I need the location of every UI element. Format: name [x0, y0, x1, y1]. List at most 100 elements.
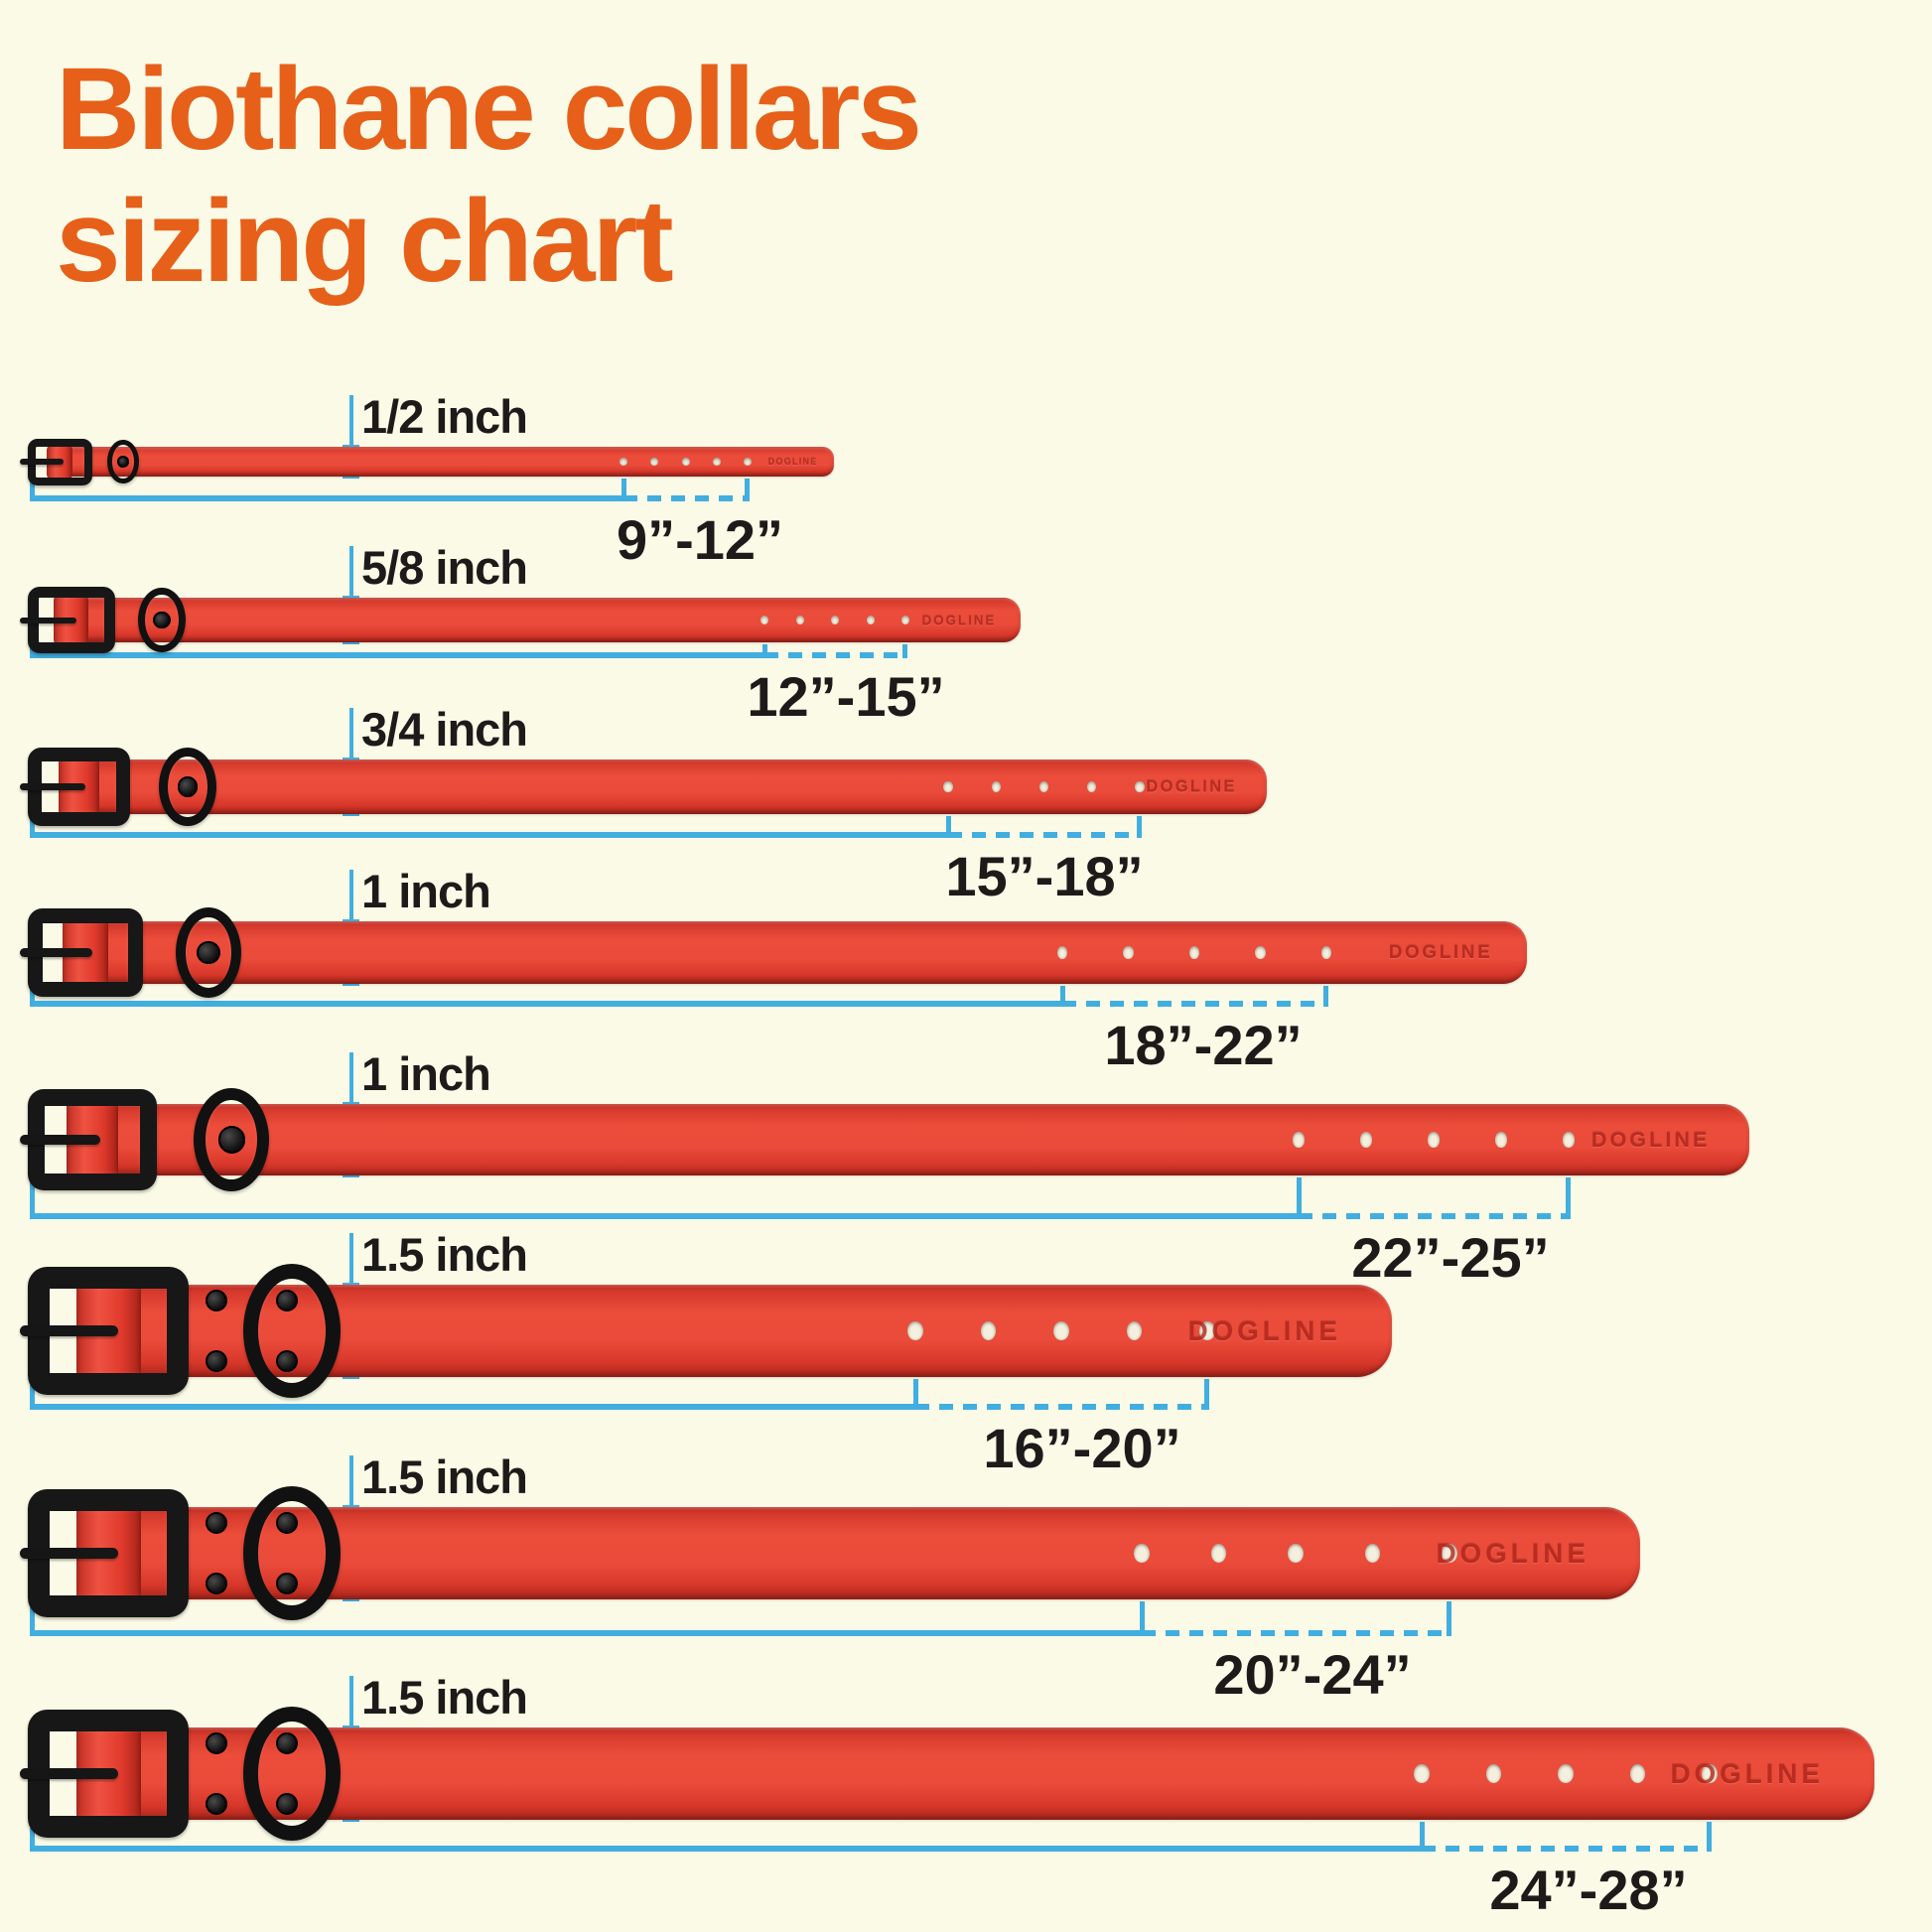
brand-embossing: DOGLINE: [1187, 1314, 1341, 1346]
brand-embossing: DOGLINE: [1146, 777, 1237, 795]
adjustment-hole: [1320, 945, 1332, 960]
collar-width-label: 1 inch: [361, 865, 491, 917]
collar-strap: [75, 921, 1527, 984]
brand-embossing: DOGLINE: [1670, 1757, 1824, 1789]
measure-last-hole-tick: [1204, 1379, 1209, 1410]
adjustment-hole: [1056, 945, 1068, 960]
collar-strap: [55, 447, 834, 477]
adjustment-hole: [943, 780, 953, 793]
measure-left-tick: [30, 1606, 35, 1636]
collar-width-label: 1.5 inch: [361, 1228, 528, 1281]
length-line-dashed: [1299, 1213, 1569, 1219]
adjustment-hole: [1288, 1543, 1304, 1564]
rivet: [275, 1573, 298, 1595]
length-line-solid: [30, 1404, 915, 1410]
collar-strap: [70, 759, 1267, 814]
collar-strap: [95, 1507, 1640, 1599]
width-dimension-tick-bottom: [343, 1818, 359, 1822]
adjustment-hole: [795, 615, 804, 625]
measure-left-tick: [30, 475, 35, 501]
adjustment-hole: [1210, 1543, 1227, 1564]
brand-embossing: DOGLINE: [1436, 1537, 1589, 1569]
adjustment-hole: [1053, 1320, 1069, 1341]
buckle-prong: [20, 617, 77, 623]
adjustment-hole: [901, 615, 909, 625]
adjustment-hole: [744, 458, 752, 466]
adjustment-hole: [1629, 1763, 1646, 1784]
measure-last-hole-tick: [745, 479, 750, 501]
rivet: [196, 940, 220, 965]
adjustment-hole: [1485, 1763, 1502, 1784]
length-line-solid: [30, 1001, 1062, 1007]
width-dimension-line: [349, 546, 353, 642]
brand-embossing: DOGLINE: [767, 457, 818, 467]
width-dimension-tick-bottom: [343, 1173, 359, 1177]
size-range-label: 16”-20”: [983, 1417, 1181, 1479]
adjustment-hole: [1038, 780, 1049, 793]
buckle-frame: [28, 1089, 157, 1190]
measure-last-hole-tick: [1447, 1601, 1451, 1636]
measure-first-hole-tick: [1297, 1177, 1302, 1219]
length-line-solid: [30, 495, 623, 501]
rivet: [275, 1793, 298, 1816]
measure-first-hole-tick: [762, 644, 767, 658]
length-line-solid: [30, 652, 764, 658]
measure-left-tick: [30, 1827, 35, 1852]
buckle-prong: [20, 948, 92, 957]
adjustment-hole: [831, 615, 839, 625]
size-range-label: 20”-24”: [1213, 1643, 1412, 1706]
rivet: [275, 1511, 298, 1534]
collar-strap: [81, 1104, 1749, 1175]
length-line-dashed: [623, 495, 748, 501]
length-line-solid: [30, 1630, 1142, 1636]
page-title-line2: sizing chart: [56, 176, 674, 308]
page-title-line1: Biothane collars: [56, 44, 922, 175]
adjustment-hole: [1442, 1543, 1457, 1564]
length-line-dashed: [1062, 1001, 1326, 1007]
adjustment-hole: [1087, 780, 1097, 793]
measure-last-hole-tick: [1323, 986, 1328, 1007]
adjustment-hole: [1292, 1132, 1306, 1148]
collar-width-label: 5/8 inch: [361, 541, 528, 594]
size-range-label: 22”-25”: [1351, 1226, 1550, 1289]
length-line-dashed: [1422, 1846, 1710, 1852]
rivet: [205, 1511, 228, 1534]
collar-width-label: 3/4 inch: [361, 703, 528, 756]
length-line-solid: [30, 832, 948, 838]
adjustment-hole: [1558, 1763, 1574, 1784]
buckle-frame: [28, 747, 131, 827]
measure-last-hole-tick: [1566, 1177, 1571, 1219]
rivet: [217, 1126, 245, 1154]
buckle-prong: [20, 1547, 118, 1560]
adjustment-hole: [650, 458, 659, 466]
adjustment-hole: [1134, 1543, 1150, 1564]
adjustment-hole: [991, 780, 1001, 793]
buckle-prong: [20, 459, 65, 465]
measure-last-hole-tick: [1707, 1822, 1712, 1852]
adjustment-hole: [712, 458, 721, 466]
width-dimension-tick-bottom: [343, 640, 359, 644]
collar-width-label: 1 inch: [361, 1047, 491, 1100]
buckle-prong: [20, 1135, 100, 1145]
adjustment-hole: [1414, 1763, 1430, 1784]
collar-strap: [95, 1727, 1874, 1820]
width-dimension-tick-bottom: [343, 982, 359, 986]
adjustment-hole: [1126, 1320, 1143, 1341]
measure-first-hole-tick: [621, 479, 626, 501]
adjustment-hole: [980, 1320, 997, 1341]
rivet: [205, 1793, 228, 1816]
size-range-label: 18”-22”: [1104, 1014, 1303, 1076]
measure-left-tick: [30, 816, 35, 838]
measure-first-hole-tick: [1420, 1822, 1425, 1852]
width-dimension-tick-bottom: [343, 1375, 359, 1379]
adjustment-hole: [1123, 945, 1134, 960]
adjustment-hole: [760, 615, 768, 625]
measure-last-hole-tick: [902, 644, 907, 658]
length-line-dashed: [1142, 1630, 1449, 1636]
d-ring: [243, 1707, 342, 1841]
adjustment-hole: [620, 458, 627, 466]
adjustment-hole: [1562, 1132, 1576, 1148]
length-line-dashed: [915, 1404, 1207, 1410]
measure-first-hole-tick: [946, 816, 951, 838]
